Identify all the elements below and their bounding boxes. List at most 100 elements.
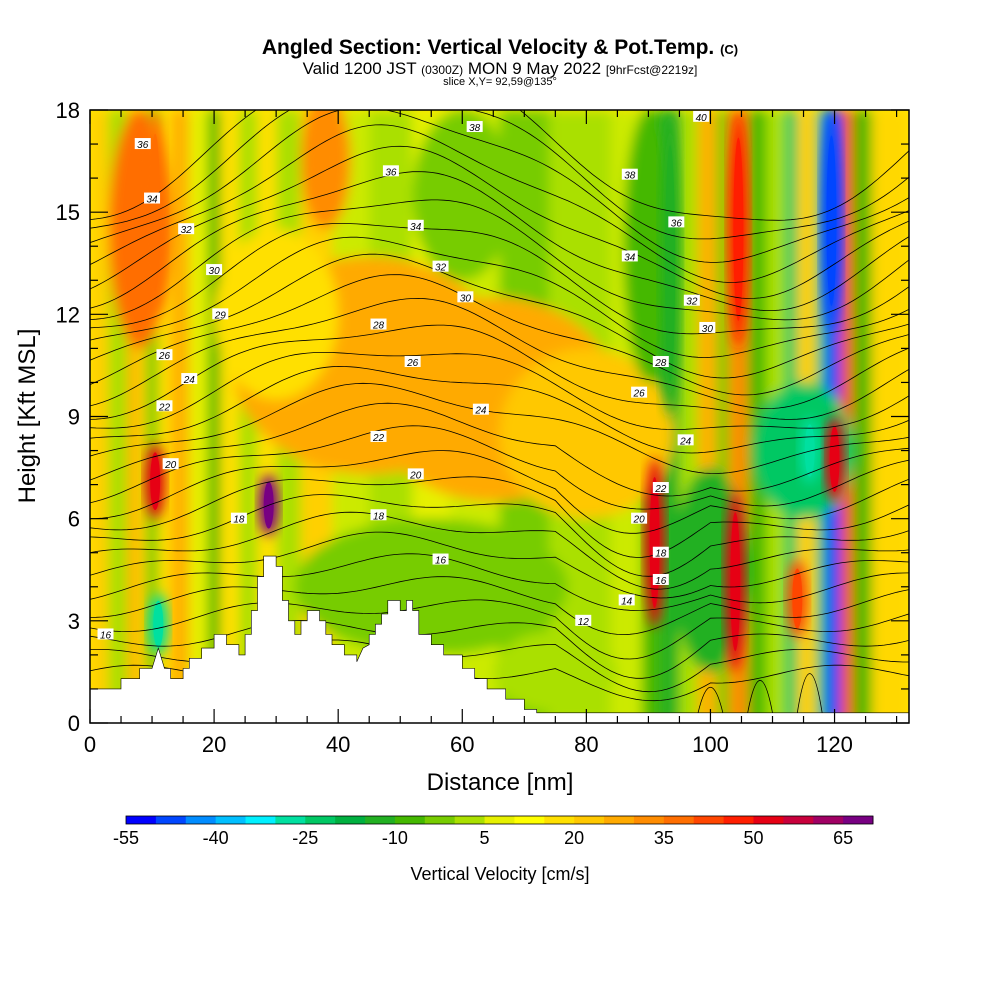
- contour-label: 30: [460, 293, 472, 304]
- contour-label-bg: [466, 121, 483, 133]
- velocity-core: [150, 133, 161, 291]
- colorbar-swatch: [454, 816, 486, 824]
- theta-contour-line: [90, 511, 909, 590]
- contour-label-bg: [618, 594, 635, 606]
- contour-label-bg: [181, 373, 198, 385]
- theta-contour-line: [747, 680, 773, 713]
- colorbar-tick-label: 35: [654, 828, 674, 848]
- contour-label-bg: [370, 509, 387, 521]
- contour-label-bg: [621, 250, 638, 262]
- contour-label-bg: [178, 223, 195, 235]
- contour-label: 22: [654, 484, 667, 495]
- terrain-silhouette: [89, 555, 910, 724]
- field-region: [214, 229, 339, 400]
- contour-label: 40: [696, 113, 708, 124]
- colorbar-tick-label: -55: [113, 828, 139, 848]
- contour-label: 22: [372, 433, 385, 444]
- colorbar-tick-label: 50: [743, 828, 763, 848]
- colorbar-tick-label: -25: [292, 828, 318, 848]
- colorbar-swatch: [604, 816, 635, 824]
- contour-label: 38: [624, 171, 636, 182]
- forecast-info: [9hrFcst@2219z]: [605, 63, 698, 77]
- theta-contour-line: [90, 199, 909, 321]
- colorbar-swatch: [753, 816, 784, 824]
- contour-label-bg: [652, 546, 669, 558]
- field-region: [412, 110, 512, 281]
- theta-contour-line: [90, 236, 909, 358]
- y-tick-label: 0: [68, 711, 80, 736]
- colorbar: -55 -40 -25 -10 5 20 35 50 65: [113, 815, 874, 848]
- contour-label-bg: [652, 573, 669, 585]
- contour-label-bg: [652, 482, 669, 494]
- colorbar-swatch: [215, 816, 247, 824]
- velocity-core: [730, 512, 741, 652]
- theta-contour-line: [90, 297, 909, 410]
- field-blend: [90, 110, 909, 723]
- x-tick-label: 120: [816, 732, 853, 757]
- field-band: [853, 110, 872, 723]
- contour-label-bg: [156, 349, 173, 361]
- field-band: [220, 110, 239, 723]
- valid-utc: (0300Z): [421, 63, 464, 77]
- velocity-core: [665, 145, 676, 382]
- chart-title: Angled Section: Vertical Velocity & Pot.…: [0, 36, 1000, 60]
- y-axis-label: Height [Kft MSL]: [14, 329, 41, 504]
- contour-label: 14: [621, 596, 633, 607]
- velocity-core: [153, 600, 164, 648]
- contour-label: 32: [181, 225, 193, 236]
- chart-subtitle: Valid 1200 JST (0300Z) MON 9 May 2022 [9…: [0, 59, 1000, 79]
- theta-contour-line: [90, 352, 909, 430]
- theta-contour-line: [90, 171, 909, 311]
- contour-label-bg: [382, 165, 399, 177]
- contour-label-bg: [668, 216, 685, 228]
- contour-label-bg: [206, 264, 223, 276]
- colorbar-swatch: [394, 816, 426, 824]
- colorbar-tick-label: -10: [382, 828, 408, 848]
- valid-prefix: Valid 1200 JST: [302, 59, 417, 78]
- field-region: [294, 518, 568, 655]
- contour-label-bg: [97, 628, 114, 640]
- theta-contour-line: [90, 476, 909, 558]
- colorbar-swatch: [424, 816, 456, 824]
- contour-label-bg: [432, 260, 449, 272]
- theta-contour-line: [90, 494, 909, 577]
- colorbar-swatch: [275, 816, 306, 824]
- theta-contour-line: [90, 599, 909, 660]
- theta-contour-line: [90, 223, 909, 335]
- y-tick-label: 15: [56, 200, 80, 225]
- colorbar-tick-label: 5: [480, 828, 490, 848]
- colorbar-swatch: [335, 816, 366, 824]
- velocity-field: [90, 110, 909, 723]
- theta-contour-line: [90, 124, 909, 283]
- colorbar-frame: [125, 815, 874, 825]
- field-region: [493, 631, 618, 713]
- contour-label: 26: [406, 358, 419, 369]
- contour-label-bg: [677, 434, 694, 446]
- title-text: Angled Section: Vertical Velocity & Pot.…: [261, 36, 715, 59]
- copyright-mark: (C): [720, 42, 739, 57]
- y-tick-label: 9: [68, 405, 80, 430]
- x-tick-label: 60: [450, 732, 474, 757]
- y-tick-label: 18: [56, 98, 80, 123]
- velocity-core: [804, 424, 815, 477]
- field-band: [170, 110, 190, 723]
- colorbar-swatch: [843, 816, 874, 824]
- theta-contour-line: [90, 324, 909, 420]
- contour-label: 20: [164, 460, 177, 471]
- contour-label: 32: [686, 297, 698, 308]
- contour-label: 26: [158, 351, 171, 362]
- y-tick-label: 12: [56, 302, 80, 327]
- contour-label-bg: [621, 168, 638, 180]
- contour-label: 34: [410, 222, 422, 233]
- contour-label-bg: [472, 403, 489, 415]
- colorbar-swatch: [633, 816, 665, 824]
- x-tick-label: 80: [574, 732, 598, 757]
- contour-label-bg: [404, 356, 421, 368]
- contour-label-bg: [370, 430, 387, 442]
- y-tick-label: 3: [68, 609, 80, 634]
- theta-contour-line: [90, 450, 909, 534]
- x-tick-label: 40: [326, 732, 350, 757]
- contour-label-bg: [370, 318, 387, 330]
- valid-date: MON 9 May 2022: [467, 59, 602, 78]
